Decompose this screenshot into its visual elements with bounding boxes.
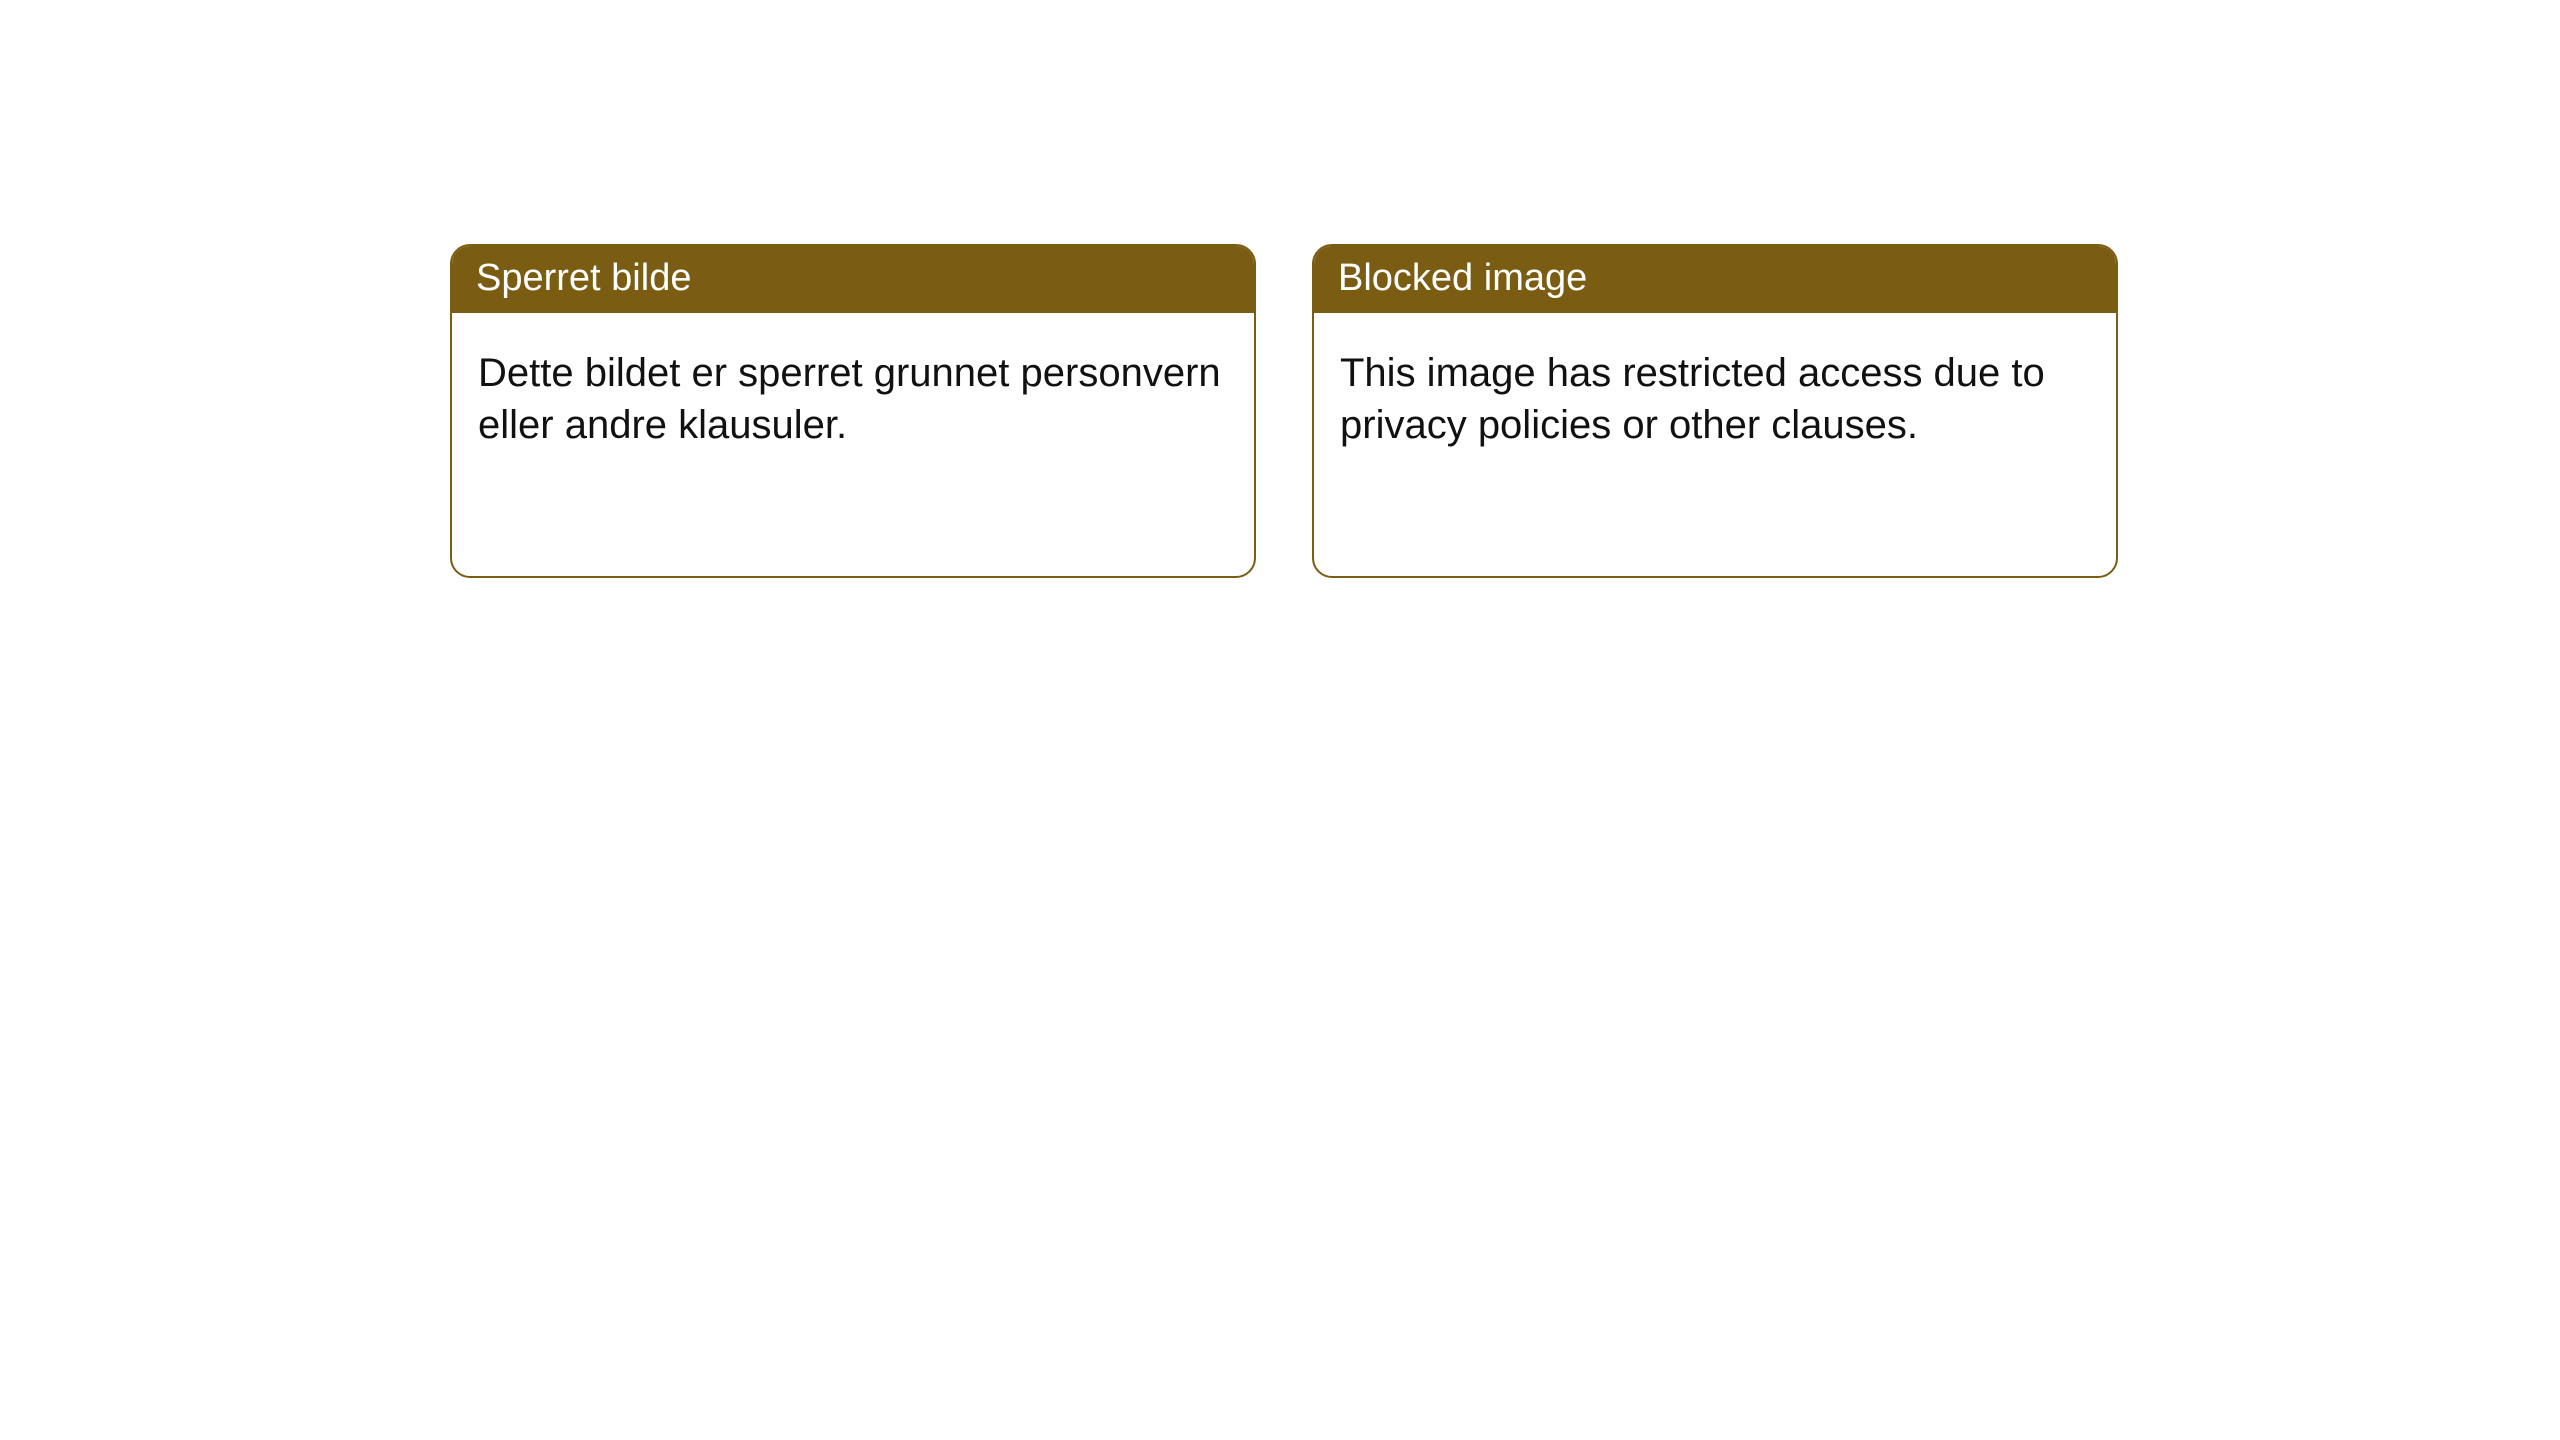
notice-body: This image has restricted access due to … [1314, 313, 2116, 485]
notice-card-english: Blocked image This image has restricted … [1312, 244, 2118, 578]
notice-title: Blocked image [1338, 257, 1587, 299]
notice-container: Sperret bilde Dette bildet er sperret gr… [0, 0, 2560, 578]
notice-title: Sperret bilde [476, 257, 691, 299]
notice-card-norwegian: Sperret bilde Dette bildet er sperret gr… [450, 244, 1256, 578]
notice-header: Sperret bilde [452, 246, 1254, 313]
notice-header: Blocked image [1314, 246, 2116, 313]
notice-text: Dette bildet er sperret grunnet personve… [478, 351, 1221, 447]
notice-body: Dette bildet er sperret grunnet personve… [452, 313, 1254, 485]
notice-text: This image has restricted access due to … [1340, 351, 2045, 447]
